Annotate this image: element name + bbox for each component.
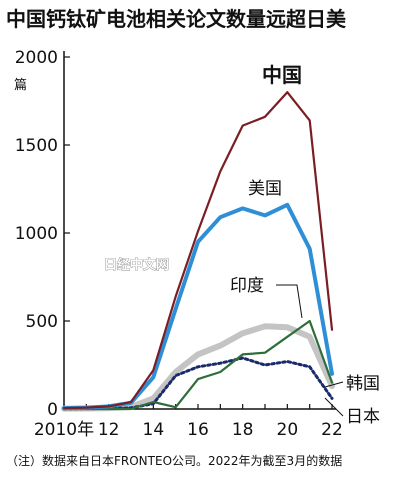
- axes: 0 500 1000 1500 2000 2010年 12 14 16 18 20 22: [15, 48, 343, 440]
- x-tick-label: 20: [277, 420, 299, 440]
- y-tick-label: 2000: [15, 48, 58, 68]
- series-label-中国: 中国: [262, 63, 302, 87]
- footnote: （注）数据来自日本FRONTEO公司。2022年为截至3月的数据: [6, 453, 342, 468]
- leader-line-日本: [324, 397, 344, 417]
- x-tick-label: 18: [232, 420, 254, 440]
- x-tick-label: 2010年: [34, 420, 94, 440]
- series-line-美国: [62, 202, 334, 411]
- chart-title: 中国钙钛矿电池相关论文数量远超日美: [6, 7, 347, 31]
- watermark: 日经中文网: [104, 257, 169, 273]
- x-tick-label: 22: [321, 420, 343, 440]
- series-label-韩国: 韩国: [346, 374, 380, 394]
- x-tick-label: 14: [143, 420, 165, 440]
- series-line-日本: [62, 356, 334, 411]
- y-tick-label: 1000: [15, 224, 58, 244]
- series-label-美国: 美国: [248, 179, 282, 199]
- x-tick-label: 12: [98, 420, 120, 440]
- series-label-日本: 日本: [346, 407, 380, 427]
- series-line-印度: [62, 319, 334, 411]
- y-unit-label: 篇: [14, 78, 27, 93]
- series-line-中国: [62, 91, 334, 410]
- y-tick-label: 1500: [15, 136, 58, 156]
- x-tick-label: 16: [187, 420, 209, 440]
- y-tick-label: 500: [26, 312, 58, 332]
- leader-line-印度: [276, 284, 303, 319]
- leader-line-韩国: [324, 381, 344, 388]
- series-lines: [61, 91, 335, 412]
- y-tick-label: 0: [47, 400, 58, 420]
- series-label-印度: 印度: [230, 276, 264, 296]
